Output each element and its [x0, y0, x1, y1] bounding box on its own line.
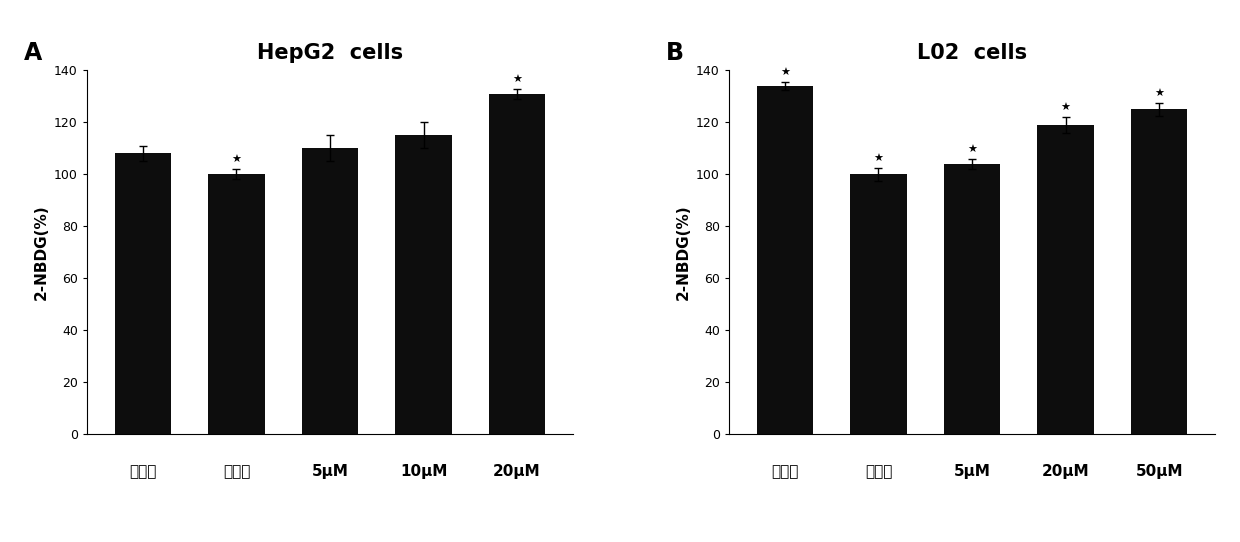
Bar: [208, 174, 264, 434]
Title: HepG2  cells: HepG2 cells: [257, 43, 403, 63]
Bar: [1038, 125, 1094, 434]
Text: 5μM: 5μM: [954, 464, 991, 479]
Text: ★: ★: [967, 145, 977, 155]
Text: A: A: [24, 41, 42, 66]
Bar: [851, 174, 906, 434]
Text: ★: ★: [780, 68, 790, 78]
Bar: [489, 94, 546, 434]
Text: ★: ★: [873, 154, 883, 164]
Y-axis label: 2-NBDG(%): 2-NBDG(%): [33, 204, 48, 300]
Bar: [756, 86, 813, 434]
Text: 模型组: 模型组: [223, 464, 250, 479]
Text: B: B: [666, 41, 683, 66]
Y-axis label: 2-NBDG(%): 2-NBDG(%): [676, 204, 691, 300]
Text: 模型组: 模型组: [864, 464, 892, 479]
Text: ★: ★: [232, 155, 242, 165]
Bar: [396, 136, 451, 434]
Text: 50μM: 50μM: [1136, 464, 1183, 479]
Text: ★: ★: [1154, 89, 1164, 99]
Text: ★: ★: [512, 75, 522, 85]
Bar: [301, 149, 358, 434]
Text: 20μM: 20μM: [494, 464, 541, 479]
Bar: [1131, 109, 1187, 434]
Text: 正常组: 正常组: [129, 464, 156, 479]
Title: L02  cells: L02 cells: [916, 43, 1027, 63]
Text: 正常组: 正常组: [771, 464, 799, 479]
Bar: [944, 164, 1001, 434]
Text: 20μM: 20μM: [1042, 464, 1090, 479]
Text: 5μM: 5μM: [311, 464, 348, 479]
Bar: [115, 153, 171, 434]
Text: ★: ★: [1060, 104, 1070, 113]
Text: 10μM: 10μM: [399, 464, 448, 479]
